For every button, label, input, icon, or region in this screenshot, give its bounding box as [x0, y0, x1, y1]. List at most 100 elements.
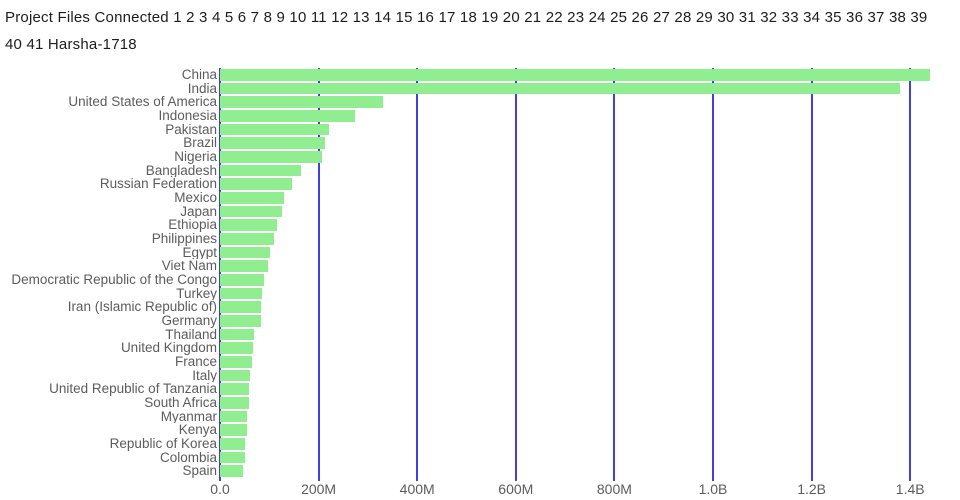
gridline: [416, 68, 419, 481]
category-label-text: Iran (Islamic Republic of): [67, 300, 217, 314]
category-label: United States of America: [0, 95, 217, 109]
gridline: [712, 68, 714, 481]
category-label: Bangladesh: [0, 164, 217, 178]
bar: [220, 246, 271, 259]
category-label: Germany: [0, 314, 217, 328]
bar: [220, 465, 244, 478]
bar: [220, 219, 277, 232]
gridline: [613, 68, 616, 481]
category-label: Indonesia: [0, 109, 217, 123]
x-axis-labels: 0.0 200M 400M 600M 800M 1.0B 1.2B 1.4B: [210, 481, 960, 499]
category-label: Democratic Republic of the Congo: [0, 273, 217, 287]
category-label: India: [0, 82, 217, 96]
category-label: Republic of Korea: [0, 437, 217, 451]
gridline: [810, 68, 813, 481]
category-label: Egypt: [0, 246, 217, 260]
category-label: United Kingdom: [0, 341, 217, 355]
category-label-text: Colombia: [159, 450, 217, 465]
bar: [220, 287, 262, 300]
category-label-text: Brazil: [183, 136, 217, 150]
x-tick-label: 1.0B: [698, 481, 728, 497]
x-tick-label: 400M: [399, 481, 435, 497]
category-label: Iran (Islamic Republic of): [0, 300, 217, 314]
bar: [220, 123, 329, 136]
category-label: United Republic of Tanzania: [0, 382, 217, 396]
category-label: Philippines: [0, 232, 217, 246]
y-axis-labels: China India United States of America Indone…: [0, 68, 217, 478]
category-label: Nigeria: [0, 150, 217, 164]
bar: [220, 232, 275, 245]
x-tick-label: 600M: [498, 481, 534, 497]
category-label-text: Philippines: [151, 232, 217, 246]
bar: [220, 273, 265, 286]
category-label-text: Kenya: [178, 423, 217, 437]
category-label-text: Republic of Korea: [109, 437, 217, 451]
category-label-text: Pakistan: [165, 122, 217, 137]
bar: [220, 68, 930, 81]
category-label: Colombia: [0, 451, 217, 465]
gridline: [909, 68, 912, 481]
category-label-text: Nigeria: [174, 150, 217, 164]
category-label: Turkey: [0, 287, 217, 301]
bar: [220, 342, 254, 355]
category-label-text: Indonesia: [158, 109, 217, 123]
category-label: Mexico: [0, 191, 217, 205]
bar: [220, 260, 268, 273]
gridline: [514, 68, 517, 481]
bar: [220, 82, 901, 95]
page-title: Project Files Connected 1 2 3 4 5 6 7 8 …: [5, 4, 957, 58]
category-label-text: South Africa: [144, 396, 217, 410]
category-label-text: Russian Federation: [99, 177, 217, 191]
category-label: France: [0, 355, 217, 369]
bar: [220, 191, 284, 204]
bar: [220, 137, 325, 150]
category-label-text: Myanmar: [160, 409, 217, 424]
category-label-text: France: [174, 355, 217, 369]
category-label-text: Spain: [182, 464, 217, 478]
category-label-text: Japan: [180, 204, 217, 219]
category-label: China: [0, 68, 217, 82]
bar: [220, 96, 384, 109]
category-label: Viet Nam: [0, 259, 217, 273]
bar: [220, 109, 355, 122]
x-tick-label: 1.4B: [895, 481, 925, 497]
category-label: Myanmar: [0, 410, 217, 424]
category-label: Italy: [0, 369, 217, 383]
x-tick-label: 0.0: [210, 481, 230, 497]
x-tick-label: 800M: [596, 481, 632, 497]
category-label-text: Italy: [192, 368, 217, 383]
page-title-line2: 40 41 Harsha-1718: [5, 36, 137, 53]
category-label-text: Viet Nam: [161, 259, 217, 273]
bar: [220, 383, 250, 396]
bar: [220, 396, 250, 409]
category-label-text: Democratic Republic of the Congo: [11, 273, 217, 287]
category-label: Brazil: [0, 136, 217, 150]
category-label-text: United Kingdom: [120, 341, 217, 355]
category-label-text: India: [187, 81, 217, 96]
bar: [220, 164, 302, 177]
category-label-text: Bangladesh: [145, 163, 217, 178]
category-label-text: Germany: [161, 314, 217, 328]
bar: [220, 150, 322, 163]
gridline: [317, 68, 320, 481]
x-tick-label: 1.2B: [797, 481, 826, 497]
bar: [220, 369, 250, 382]
bar: [220, 301, 262, 314]
category-label: Kenya: [0, 423, 217, 437]
bar: [220, 451, 246, 464]
category-label-text: Ethiopia: [168, 218, 217, 232]
bar: [220, 355, 253, 368]
category-label-text: Thailand: [165, 327, 217, 342]
category-label-text: Turkey: [176, 286, 217, 301]
category-label: Pakistan: [0, 123, 217, 137]
bar: [220, 205, 283, 218]
category-label-text: United Republic of Tanzania: [49, 382, 217, 396]
category-label-text: United States of America: [68, 95, 217, 109]
category-label: Russian Federation: [0, 177, 217, 191]
bar: [220, 178, 292, 191]
bar: [220, 424, 247, 437]
category-label: Spain: [0, 464, 217, 478]
bar: [220, 328, 255, 341]
